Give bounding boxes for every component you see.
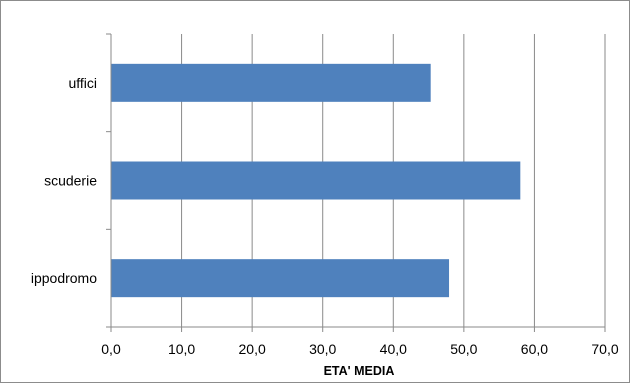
x-tick-label: 10,0 xyxy=(168,341,195,357)
x-axis-title: ETA' MEDIA xyxy=(324,364,395,378)
y-category-label: scuderie xyxy=(44,173,97,189)
bar-scuderie xyxy=(111,161,521,200)
y-category-label: ippodromo xyxy=(31,270,97,286)
x-tick-label: 60,0 xyxy=(521,341,548,357)
bars xyxy=(111,63,521,298)
labels: 0,0 10,0 20,0 30,0 40,0 50,0 60,0 70,0 uffici scu… xyxy=(31,75,619,357)
axes xyxy=(106,33,606,332)
x-tick-label: 20,0 xyxy=(239,341,266,357)
x-tick-label: 0,0 xyxy=(101,341,121,357)
x-tick-label: 40,0 xyxy=(380,341,407,357)
x-tick-label: 70,0 xyxy=(591,341,618,357)
bar-uffici xyxy=(111,63,431,102)
x-tick-label: 50,0 xyxy=(450,341,477,357)
bar-ippodromo xyxy=(111,259,450,298)
x-tick-label: 30,0 xyxy=(309,341,336,357)
y-category-label: uffici xyxy=(68,75,97,91)
